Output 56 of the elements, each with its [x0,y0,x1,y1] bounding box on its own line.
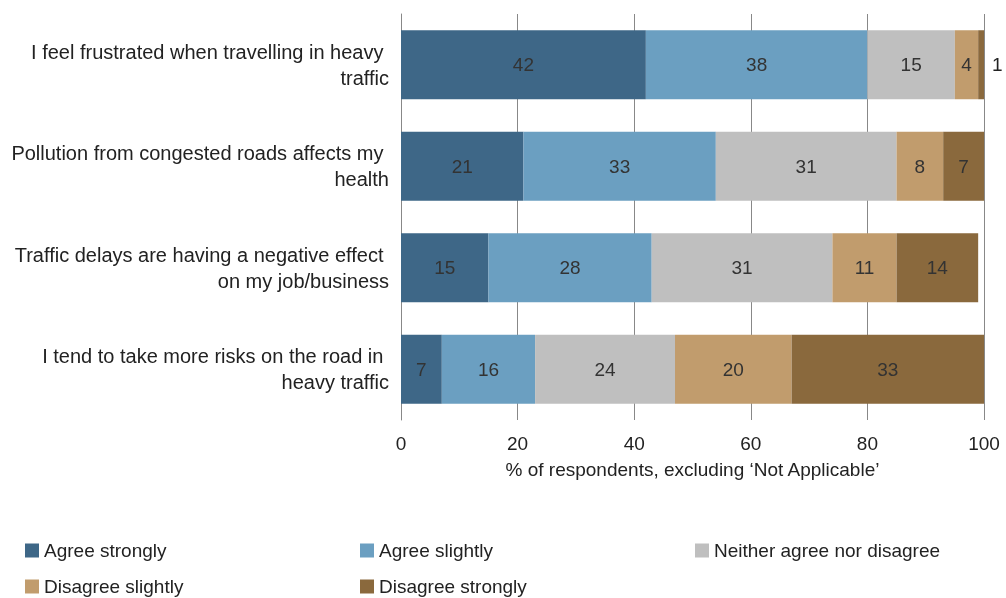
bar [896,131,944,201]
data-label: 31 [795,155,817,177]
x-tick-label: 100 [968,433,1000,454]
data-label: 33 [609,155,631,177]
bar [954,30,979,100]
data-label: 14 [926,257,949,279]
data-label: 7 [416,358,427,380]
legend-label: Agree slightly [379,540,494,561]
x-axis-title: % of respondents, excluding ‘Not Applicable’ [505,459,880,480]
data-label: 31 [731,257,753,279]
data-label: 24 [594,358,617,380]
bar [832,233,897,303]
y-tick-label: Traffic delays are having a negative effect on my job/business [14,243,389,292]
bar [535,334,676,404]
legend-label: Neither agree nor disagree [714,540,941,561]
data-label: 16 [477,358,500,380]
bar [401,30,646,100]
x-tick-label: 0 [395,433,407,454]
data-label: 28 [559,257,581,279]
bar [401,233,489,303]
bar [441,334,536,404]
data-label: 11 [854,257,875,279]
data-label: 42 [512,54,534,76]
bar [896,233,979,303]
data-label: 38 [746,54,768,76]
bar [943,131,984,201]
data-label: 21 [451,155,473,177]
bar [401,334,442,404]
bar [978,30,984,100]
legend-label: Agree strongly [44,540,168,561]
data-label: 4 [961,54,973,76]
x-tick-label: 40 [623,433,645,454]
legend-label: Disagree strongly [379,576,528,597]
data-label: 15 [900,54,922,76]
bar [675,334,792,404]
bar [715,131,897,201]
bar [488,233,652,303]
legend-label: Disagree slightly [44,576,184,597]
x-tick-label: 20 [507,433,529,454]
data-label: 15 [434,257,456,279]
y-tick-label: Pollution from congested roads affects my health [11,142,389,191]
data-label: 33 [877,358,899,380]
y-tick-label: I feel frustrated when travelling in heavy traffic [31,40,389,89]
data-label: 8 [914,155,926,177]
bar [523,131,716,201]
bar [867,30,955,100]
data-label: 7 [958,155,969,177]
x-tick-label: 60 [740,433,762,454]
y-tick-label: I tend to take more risks on the road in heavy traffic [42,345,389,394]
bar [651,233,833,303]
x-tick-label: 80 [856,433,878,454]
bar [645,30,868,100]
bar [401,131,524,201]
data-label: 20 [722,358,744,380]
bar [791,334,984,404]
data-label: 1 [992,54,1003,76]
